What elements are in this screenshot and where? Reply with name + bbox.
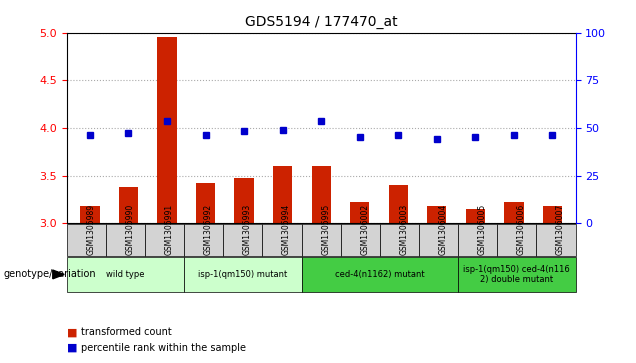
- Bar: [235, 178, 254, 223]
- Text: GSM1305995: GSM1305995: [321, 204, 330, 255]
- Bar: [504, 202, 523, 223]
- Text: transformed count: transformed count: [81, 327, 172, 337]
- Text: GSM1306004: GSM1306004: [439, 204, 448, 255]
- Bar: [350, 202, 370, 223]
- Text: GSM1305994: GSM1305994: [282, 204, 291, 255]
- Text: ced-4(n1162) mutant: ced-4(n1162) mutant: [335, 270, 425, 279]
- Bar: [466, 209, 485, 223]
- Bar: [273, 166, 293, 223]
- Text: GSM1306003: GSM1306003: [399, 204, 408, 255]
- Text: ■: ■: [67, 343, 78, 353]
- Text: genotype/variation: genotype/variation: [3, 269, 96, 280]
- Text: GSM1305992: GSM1305992: [204, 204, 213, 255]
- Text: GSM1306006: GSM1306006: [517, 204, 526, 255]
- Title: GDS5194 / 177470_at: GDS5194 / 177470_at: [245, 15, 398, 29]
- Bar: [119, 187, 138, 223]
- Text: GSM1306002: GSM1306002: [361, 204, 370, 255]
- Bar: [312, 166, 331, 223]
- Text: GSM1305990: GSM1305990: [125, 204, 134, 255]
- Polygon shape: [53, 270, 64, 279]
- Bar: [80, 206, 100, 223]
- Bar: [427, 206, 446, 223]
- Text: GSM1305989: GSM1305989: [86, 204, 95, 255]
- Text: ■: ■: [67, 327, 78, 337]
- Bar: [196, 183, 215, 223]
- Text: GSM1306007: GSM1306007: [556, 204, 565, 255]
- Text: GSM1305993: GSM1305993: [243, 204, 252, 255]
- Text: GSM1305991: GSM1305991: [165, 204, 174, 255]
- Text: GSM1306005: GSM1306005: [478, 204, 487, 255]
- Text: isp-1(qm150) ced-4(n116
2) double mutant: isp-1(qm150) ced-4(n116 2) double mutant: [464, 265, 570, 284]
- Bar: [157, 37, 177, 223]
- Text: wild type: wild type: [106, 270, 145, 279]
- Text: percentile rank within the sample: percentile rank within the sample: [81, 343, 246, 353]
- Bar: [389, 185, 408, 223]
- Text: isp-1(qm150) mutant: isp-1(qm150) mutant: [198, 270, 287, 279]
- Bar: [543, 206, 562, 223]
